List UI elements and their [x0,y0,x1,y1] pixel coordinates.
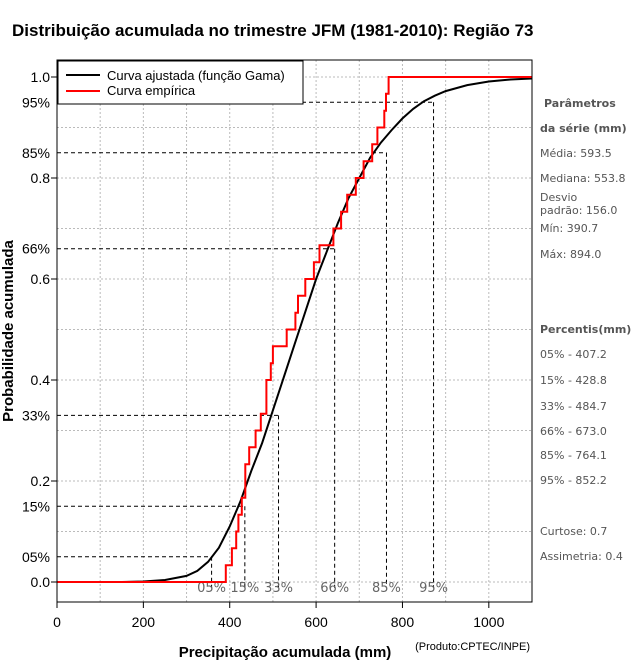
y-tick-label: 0.6 [31,271,51,287]
credit-text: (Produto:CPTEC/INPE) [415,641,530,653]
y-pct-tick-label: 15% [22,498,50,514]
x-tick-label: 1000 [473,614,504,630]
y-pct-tick-label: 33% [22,407,50,423]
y-pct-tick-label: 85% [22,145,50,161]
pct-marker-label: 05% [197,581,226,596]
x-tick-label: 400 [218,614,242,630]
params-heading-2: da série (mm) [540,122,627,135]
x-tick-label: 200 [132,614,156,630]
y-pct-tick-label: 95% [22,94,50,110]
x-tick-label: 0 [53,614,61,630]
y-tick-label: 0.0 [31,574,51,590]
stat-desvio-1: Desvio [540,191,578,204]
stat-curtose: Curtose: 0.7 [540,525,607,538]
chart-title: Distribuição acumulada no trimestre JFM … [12,21,534,40]
percentis-heading: Percentis(mm) [540,323,631,336]
stat-max: Máx: 894.0 [540,248,601,261]
percentil-05: 05% - 407.2 [540,348,607,361]
series-layer [57,76,533,583]
fitted-gamma-curve [57,77,533,583]
pct-marker-label: 95% [419,581,448,596]
params-heading-1: Parâmetros [544,97,616,110]
pct-marker-label: 33% [264,581,293,596]
percentil-33: 33% - 484.7 [540,400,607,413]
percentil-15: 15% - 428.8 [540,374,607,387]
legend-label-empirical: Curva empírica [107,83,196,98]
empirical-step-curve [57,76,532,583]
y-tick-label: 1.0 [31,69,51,85]
legend-box [57,60,304,105]
x-axis: 0 200 400 600 800 1000 [53,602,505,630]
pct-marker-label: 85% [372,581,401,596]
legend: Curva ajustada (função Gama) Curva empír… [57,60,304,105]
side-panel: Parâmetros da série (mm) Média: 593.5 Me… [540,97,631,563]
x-axis-label: Precipitação acumulada (mm) [179,644,392,660]
percentil-85: 85% - 764.1 [540,449,607,462]
stat-media: Média: 593.5 [540,147,612,160]
y-axis-label: Probabilidade acumulada [0,239,17,421]
y-pct-tick-label: 66% [22,241,50,257]
x-tick-label: 600 [304,614,328,630]
reference-lines: 05% 15% 33% 66% 85% 95% [57,101,448,596]
y-tick-label: 0.8 [31,170,51,186]
y-tick-label: 0.4 [31,372,51,388]
plot-frame [56,59,533,603]
stat-mediana: Mediana: 553.8 [540,172,625,185]
pct-marker-label: 66% [320,581,349,596]
percentil-95: 95% - 852.2 [540,474,607,487]
percentil-66: 66% - 673.0 [540,425,607,438]
x-tick-label: 800 [391,614,415,630]
stat-assimetria: Assimetria: 0.4 [540,550,623,563]
y-pct-tick-label: 05% [22,549,50,565]
legend-label-fitted: Curva ajustada (função Gama) [107,68,285,83]
grid [56,60,533,602]
pct-marker-label: 15% [230,581,259,596]
y-tick-label: 0.2 [31,473,51,489]
y-axis: 05% 15% 33% 66% 85% 95% 0.0 0.2 0.4 0.6 0.8 1.0 [22,69,57,590]
stat-min: Mín: 390.7 [540,222,598,235]
stat-desvio-2: padrão: 156.0 [540,204,617,217]
